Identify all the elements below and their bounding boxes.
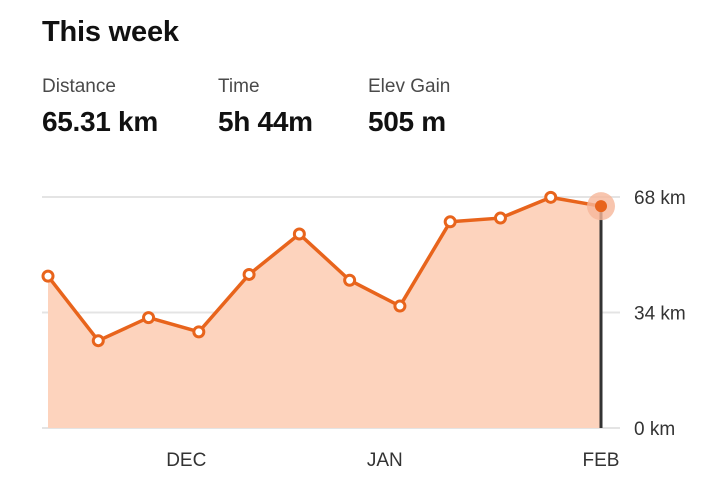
stat-time-label: Time	[218, 76, 260, 97]
y-tick-label: 68 km	[634, 188, 686, 209]
data-point[interactable]	[393, 299, 407, 313]
stat-elev-gain-label: Elev Gain	[368, 76, 451, 97]
x-axis-labels: DEC JAN FEB	[166, 450, 619, 471]
data-point[interactable]	[343, 273, 357, 287]
stat-distance-value: 65.31 km	[42, 106, 158, 137]
area-fill	[48, 197, 601, 428]
stat-distance: Distance 65.31 km	[42, 76, 218, 138]
data-point[interactable]	[493, 211, 507, 225]
stat-time-value: 5h 44m	[218, 106, 313, 137]
weekly-stats: Distance 65.31 km Time 5h 44m Elev Gain …	[42, 76, 518, 138]
data-points-layer[interactable]	[41, 190, 615, 348]
x-tick-label: DEC	[166, 450, 206, 471]
series-line-layer	[46, 195, 603, 343]
y-tick-label: 0 km	[634, 419, 675, 440]
stat-elev-gain: Elev Gain 505 m	[368, 76, 518, 138]
data-point[interactable]	[192, 325, 206, 339]
stat-elev-gain-value: 505 m	[368, 106, 446, 137]
data-point[interactable]	[443, 215, 457, 229]
data-point[interactable]	[91, 334, 105, 348]
x-tick-label: JAN	[367, 450, 403, 471]
data-point[interactable]	[242, 267, 256, 281]
y-tick-label: 34 km	[634, 304, 686, 325]
data-point[interactable]	[544, 190, 558, 204]
area-fill-layer	[48, 197, 601, 428]
stat-distance-label: Distance	[42, 76, 116, 97]
stat-time: Time 5h 44m	[218, 76, 368, 138]
data-point[interactable]	[142, 311, 156, 325]
x-tick-label: FEB	[583, 450, 620, 471]
series-line	[46, 195, 603, 343]
data-point[interactable]	[41, 269, 55, 283]
y-axis-labels: 0 km 34 km 68 km	[634, 188, 686, 440]
data-point[interactable]	[292, 227, 306, 241]
selected-data-point[interactable]	[595, 200, 607, 213]
page-title: This week	[42, 16, 179, 48]
